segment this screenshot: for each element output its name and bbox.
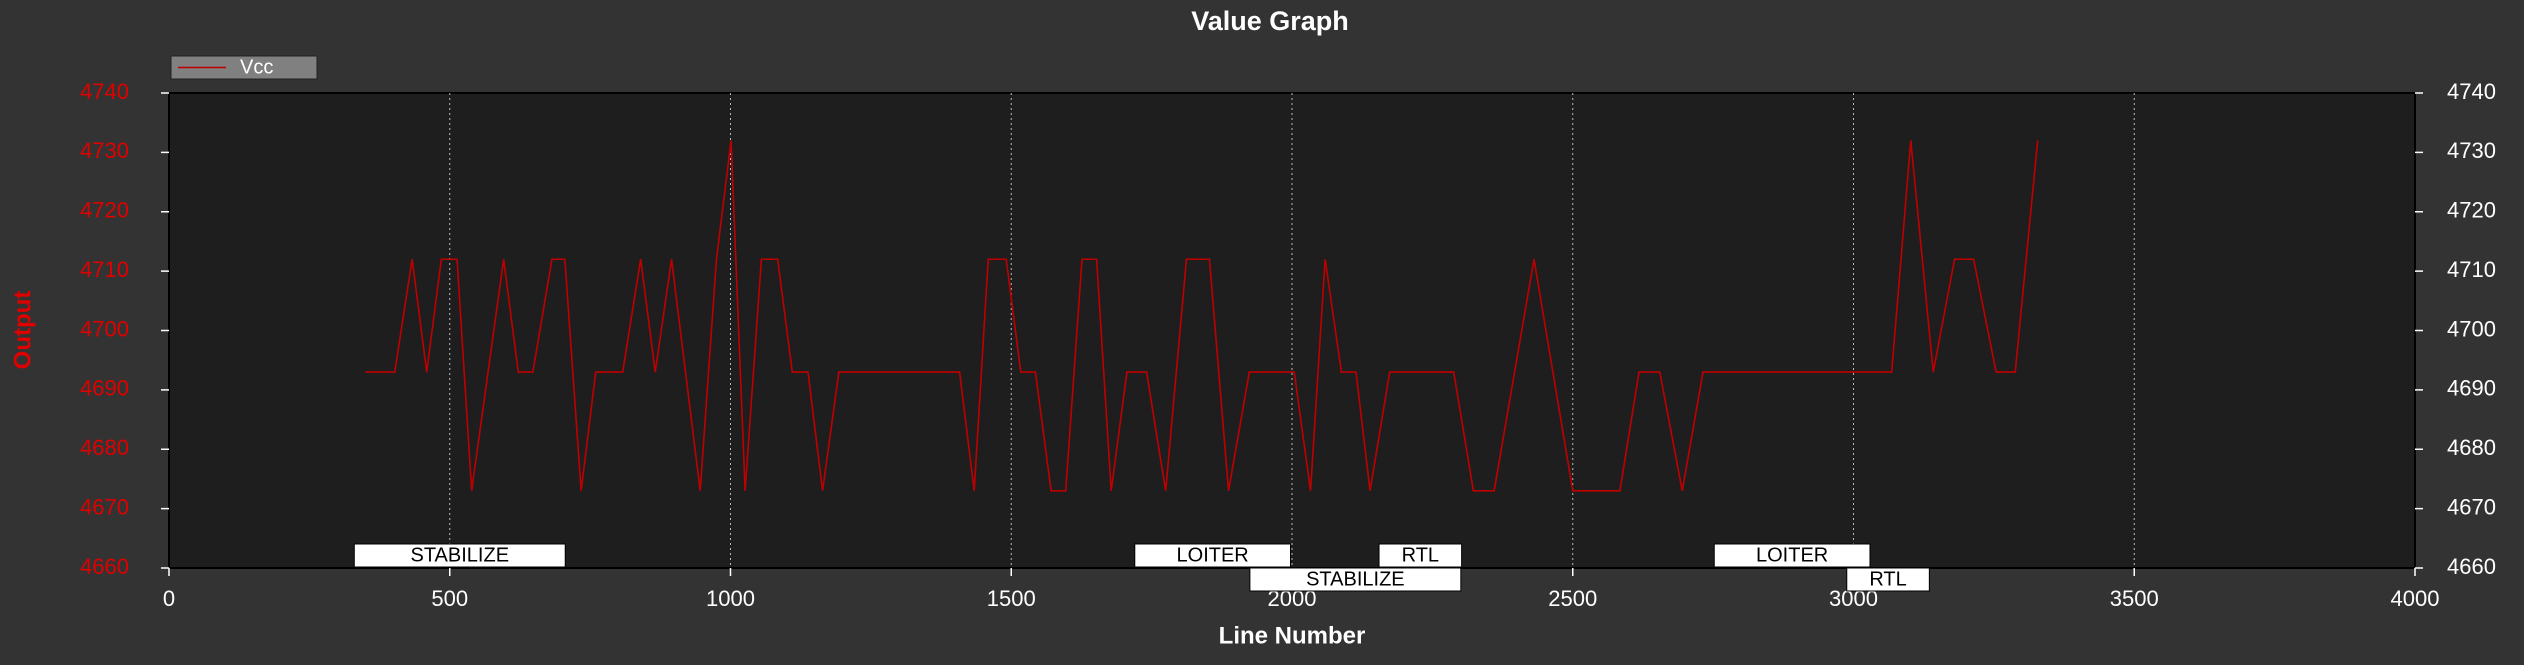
x-tick-label: 1000 bbox=[706, 586, 755, 611]
y2-tick-label: 4680 bbox=[2447, 435, 2496, 460]
y2-tick-label: 4700 bbox=[2447, 316, 2496, 341]
x-tick-label: 500 bbox=[431, 586, 468, 611]
annotation-label: STABILIZE bbox=[1306, 568, 1405, 590]
y-tick-label: 4730 bbox=[80, 138, 129, 163]
chart-title: Value Graph bbox=[1191, 6, 1349, 36]
y-tick-label: 4690 bbox=[80, 376, 129, 401]
x-tick-label: 3500 bbox=[2110, 586, 2159, 611]
annotation-label: RTL bbox=[1402, 544, 1439, 566]
y2-tick-label: 4660 bbox=[2447, 554, 2496, 579]
x-tick-label: 2500 bbox=[1548, 586, 1597, 611]
legend-box bbox=[170, 55, 318, 80]
y2-tick-label: 4690 bbox=[2447, 376, 2496, 401]
series-line bbox=[365, 140, 2039, 492]
y-tick-label: 4680 bbox=[80, 435, 129, 460]
y-axis-label: Output bbox=[9, 291, 36, 370]
y-tick-label: 4720 bbox=[80, 198, 129, 223]
annotation-box bbox=[1249, 567, 1462, 592]
annotation-box bbox=[1378, 543, 1463, 568]
x-tick-label: 0 bbox=[163, 586, 175, 611]
annotation-box bbox=[1713, 543, 1871, 568]
y-tick-label: 4740 bbox=[80, 79, 129, 104]
annotation-box bbox=[1134, 543, 1292, 568]
y-tick-label: 4670 bbox=[80, 494, 129, 519]
annotation-box bbox=[1846, 567, 1930, 592]
y2-tick-label: 4720 bbox=[2447, 198, 2496, 223]
annotation-box bbox=[353, 543, 566, 568]
y2-tick-label: 4710 bbox=[2447, 257, 2496, 282]
y-tick-label: 4660 bbox=[80, 554, 129, 579]
x-tick-label: 1500 bbox=[987, 586, 1036, 611]
y-tick-label: 4700 bbox=[80, 316, 129, 341]
annotation-label: LOITER bbox=[1756, 544, 1828, 566]
legend-label: Vcc bbox=[240, 56, 273, 78]
y-tick-label: 4710 bbox=[80, 257, 129, 282]
y2-tick-label: 4740 bbox=[2447, 79, 2496, 104]
annotation-label: STABILIZE bbox=[410, 544, 509, 566]
annotation-label: LOITER bbox=[1177, 544, 1249, 566]
y2-tick-label: 4670 bbox=[2447, 494, 2496, 519]
x-axis-label: Line Number bbox=[1219, 622, 1366, 649]
x-tick-label: 4000 bbox=[2391, 586, 2440, 611]
y2-tick-label: 4730 bbox=[2447, 138, 2496, 163]
annotation-label: RTL bbox=[1869, 568, 1906, 590]
